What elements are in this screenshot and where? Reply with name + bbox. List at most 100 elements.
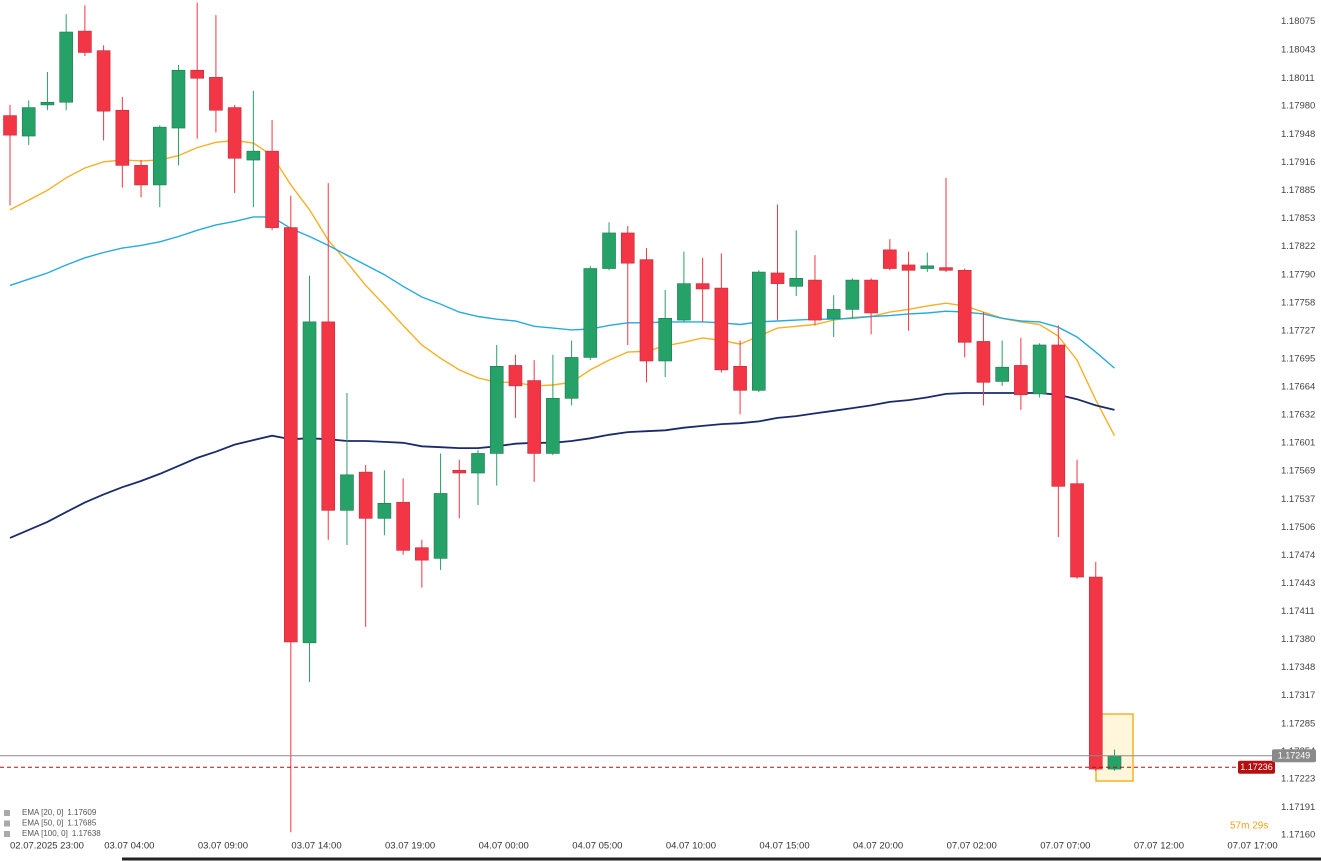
y-tick-label: 1.17980 [1281, 100, 1315, 111]
candle-body [826, 309, 841, 319]
x-tick-label: 03.07 19:00 [385, 841, 435, 852]
candle-body [602, 232, 616, 269]
candle-body [639, 259, 654, 362]
candle-body [864, 279, 878, 314]
candle-body [976, 341, 991, 383]
candle-body [134, 165, 148, 186]
candle-body [714, 287, 729, 371]
candle-body [658, 318, 673, 362]
candle-body [3, 115, 17, 136]
y-tick-label: 1.17285 [1281, 718, 1315, 729]
candle-body [246, 150, 261, 161]
candle-body [546, 398, 560, 454]
x-tick-label: 04.07 15:00 [759, 841, 809, 852]
y-tick-label: 1.17885 [1281, 185, 1315, 196]
candle-body [190, 69, 204, 79]
candle-body [321, 321, 336, 511]
x-tick-label: 04.07 10:00 [666, 841, 716, 852]
candle-body [209, 77, 223, 111]
x-tick-label: 07.07 17:00 [1227, 841, 1277, 852]
candle-body [21, 107, 36, 137]
candle-body [677, 283, 691, 321]
candle-body [152, 126, 167, 186]
candle-body [115, 109, 130, 166]
candle-body [695, 283, 710, 290]
y-tick-label: 1.17727 [1281, 325, 1315, 336]
candle-body [471, 453, 485, 474]
x-tick-label: 04.07 05:00 [572, 841, 622, 852]
candle-body [845, 279, 860, 310]
ask-price-tag [1238, 760, 1275, 774]
candle-body [583, 268, 598, 358]
candle-body [1014, 365, 1028, 396]
y-tick-label: 1.17191 [1281, 802, 1315, 813]
candle-body [489, 366, 504, 454]
last-price-tag [1272, 749, 1316, 763]
candle-body [789, 277, 804, 287]
candle-body [995, 366, 1009, 382]
candle-body [96, 50, 111, 112]
y-tick-label: 1.18011 [1281, 73, 1315, 84]
candle-body [733, 366, 747, 391]
ema-line [9, 139, 1116, 437]
candle-body [770, 272, 785, 284]
y-tick-label: 1.17537 [1281, 494, 1315, 505]
y-tick-label: 1.17160 [1281, 829, 1315, 840]
candle-body [901, 264, 916, 271]
y-tick-label: 1.17664 [1281, 381, 1315, 392]
candle-body [302, 321, 317, 644]
y-tick-label: 1.17317 [1281, 690, 1315, 701]
legend-name: EMA [50, 0] [22, 819, 63, 828]
countdown: 57m 29s [1230, 821, 1268, 832]
y-tick-label: 1.17758 [1281, 298, 1315, 309]
x-tick-label: 03.07 14:00 [291, 841, 341, 852]
ema-line [9, 216, 1115, 369]
candle-body [358, 471, 373, 519]
candle-body [433, 493, 448, 559]
candle-body [920, 265, 935, 269]
candle-body [415, 547, 429, 561]
candle-body [40, 101, 55, 106]
candle-body [340, 474, 354, 511]
legend-entry: EMA [20, 0] 1.17609 [22, 808, 97, 817]
candle-body [171, 69, 186, 129]
candle-body [957, 269, 972, 343]
legend-icon [4, 820, 10, 827]
candle-body [939, 267, 953, 271]
legend-icon [4, 831, 10, 837]
candle-body [78, 30, 92, 53]
y-tick-label: 1.17916 [1281, 157, 1315, 168]
y-tick-label: 1.17695 [1281, 354, 1315, 365]
candle-body [620, 232, 635, 264]
y-tick-label: 1.17853 [1281, 213, 1315, 224]
legend-icon [4, 810, 10, 816]
y-tick-label: 1.17569 [1281, 466, 1315, 477]
y-tick-label: 1.17411 [1281, 606, 1315, 617]
legend-name: EMA [20, 0] [22, 808, 63, 817]
last-price-label: 1.17249 [1278, 751, 1311, 761]
candle-body [751, 271, 766, 391]
candle-body [1088, 576, 1103, 770]
candle-body [396, 502, 410, 551]
x-tick-label: 03.07 09:00 [198, 841, 248, 852]
legend-entry: EMA [100, 0] 1.17638 [22, 829, 101, 838]
candle-body [808, 279, 822, 321]
candle-body [1070, 483, 1084, 578]
candle-body [265, 150, 279, 228]
y-tick-label: 1.17380 [1281, 634, 1315, 645]
y-tick-label: 1.18043 [1281, 44, 1315, 55]
legend-value: 1.17638 [72, 829, 101, 838]
legend-value: 1.17685 [67, 819, 96, 828]
x-tick-label: 02.07.2025 23:00 [10, 841, 84, 852]
candle-body [527, 380, 541, 454]
x-tick-label: 04.07 00:00 [479, 841, 529, 852]
ask-price-label: 1.17236 [1240, 762, 1273, 772]
y-tick-label: 1.18075 [1281, 16, 1315, 27]
legend-entry: EMA [50, 0] 1.17685 [22, 819, 97, 828]
candle-body [564, 357, 579, 399]
y-tick-label: 1.17474 [1281, 550, 1315, 561]
candle-body [227, 107, 242, 159]
y-tick-label: 1.17632 [1281, 410, 1315, 421]
x-tick-label: 07.07 12:00 [1134, 841, 1184, 852]
